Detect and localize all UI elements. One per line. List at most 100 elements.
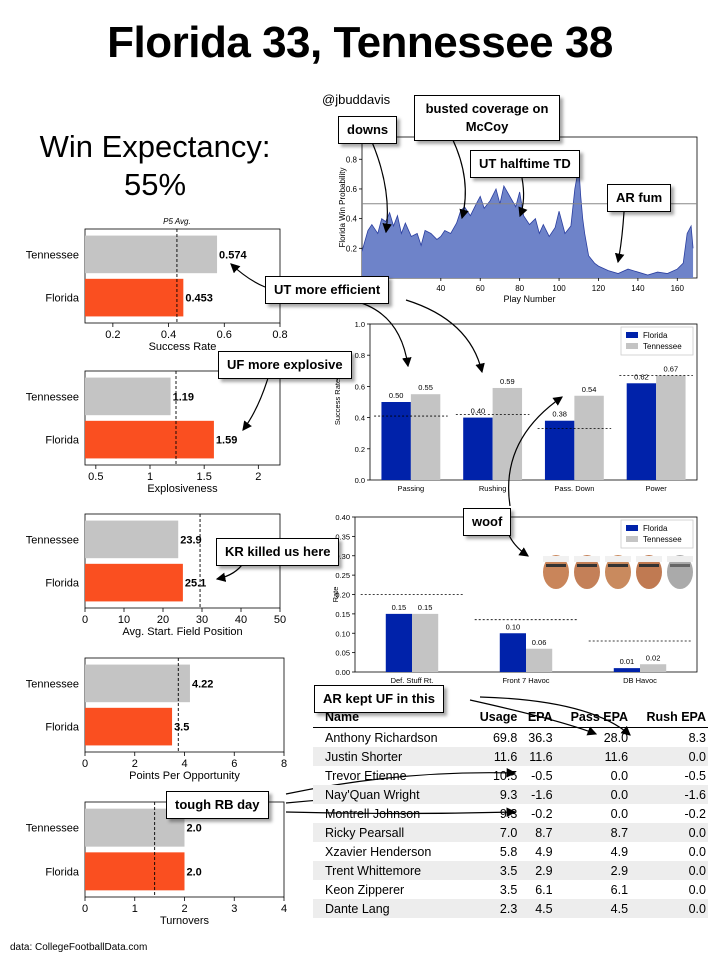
- table-cell: 36.3: [528, 730, 553, 745]
- annotation-tough-rb: tough RB day: [166, 791, 269, 819]
- success_rate-xlabel: Success Rate: [149, 341, 217, 353]
- table-cell: 3.5: [468, 861, 520, 880]
- havoc-category-label: Def. Stuff Rt.: [391, 676, 434, 685]
- table-header: Pass EPA: [554, 707, 631, 728]
- success_rate-tick-label: 0.2: [105, 329, 120, 341]
- turnovers-bar-florida: [85, 852, 185, 891]
- table-cell: 0.0: [610, 806, 629, 821]
- success_rate-category-tennessee: Tennessee: [26, 249, 79, 261]
- table-cell: 9.3: [499, 806, 518, 821]
- table-row: Montrell Johnson 9.3 -0.2 0.0 -0.2: [313, 804, 708, 823]
- turnovers-tick-label: 1: [132, 903, 138, 915]
- coach-faces-image: [540, 546, 700, 592]
- success_rate-tick-label: 0.8: [272, 329, 287, 341]
- havoc-ytick-label: 0.20: [335, 591, 350, 600]
- win-expectancy: Win Expectancy: 55%: [30, 128, 280, 204]
- havoc-ytick-label: 0.40: [335, 513, 350, 522]
- table-cell: 10.5: [492, 768, 518, 783]
- table-cell: 0.0: [688, 882, 706, 897]
- win-prob-ytick-label: 0.4: [346, 215, 358, 224]
- success_by_type-bar-florida-1: [463, 417, 493, 480]
- table-header: EPA: [519, 707, 555, 728]
- table-cell: Nay'Quan Wright: [313, 785, 469, 804]
- havoc-legend-label: Florida: [643, 524, 668, 533]
- turnovers-tick-label: 0: [82, 903, 88, 915]
- success_by_type-ytick-label: 0.8: [355, 351, 365, 360]
- table-cell: 5.8: [499, 844, 518, 859]
- field_position-value-tennessee: 23.9: [180, 534, 201, 546]
- table-cell: -0.2: [531, 806, 553, 821]
- table-cell: Montrell Johnson: [325, 806, 421, 821]
- success_by_type-bar-label: 0.55: [418, 383, 433, 392]
- havoc-category-label: Front 7 Havoc: [502, 676, 549, 685]
- table-cell: 8.7: [519, 823, 555, 842]
- table-cell: 4.5: [554, 899, 631, 918]
- havoc-ytick-label: 0.15: [335, 610, 350, 619]
- turnovers-value-florida: 2.0: [187, 866, 202, 878]
- arrow-busted: [451, 137, 469, 220]
- havoc-legend-label: Tennessee: [643, 535, 682, 544]
- table-header: Rush EPA: [630, 707, 708, 728]
- points_per_opp-tick-label: 0: [82, 758, 88, 770]
- points_per_opp-tick-label: 6: [231, 758, 237, 770]
- explosiveness-value-florida: 1.59: [216, 435, 237, 447]
- field_position-category-florida: Florida: [45, 578, 80, 590]
- table-cell: -0.2: [684, 806, 706, 821]
- havoc-ytick-label: 0.25: [335, 571, 350, 580]
- havoc-category-label: DB Havoc: [623, 676, 657, 685]
- field_position-bar-tennessee: [85, 520, 179, 559]
- success_by_type-ylabel: Success Rate: [333, 379, 342, 425]
- table-row: Anthony Richardson 69.8 36.3 28.0 8.3: [313, 728, 708, 748]
- win-prob-xtick-label: 160: [671, 284, 685, 293]
- success_rate-value-florida: 0.453: [185, 293, 213, 305]
- success_rate-bar-tennessee: [85, 235, 218, 274]
- success_by_type-category-label: Power: [645, 484, 667, 493]
- success_by_type-bar-label: 0.38: [552, 410, 567, 419]
- havoc-legend-swatch: [626, 536, 638, 542]
- arrow-ut-eff-3: [405, 299, 485, 374]
- win-prob-ytick-label: 0.6: [346, 185, 358, 194]
- turnovers-xlabel: Turnovers: [160, 915, 210, 927]
- turnovers-tick-label: 4: [281, 903, 287, 915]
- havoc-chart: 0.15 0.15 Def. Stuff Rt. 0.10 0.06 Front 7 Ha…: [331, 513, 698, 685]
- face-3: [605, 555, 631, 589]
- win-prob-ylabel: Florida Win Probability: [338, 167, 347, 247]
- havoc-bar-tennessee-2: [640, 664, 667, 672]
- table-cell: 11.6: [554, 747, 631, 766]
- points_per_opp-value-tennessee: 4.22: [192, 678, 213, 690]
- table-cell: 0.0: [688, 844, 706, 859]
- field_position-chart: Tennessee 23.9 Florida 25.1 0 10 20 30 40 50 Avg. …: [26, 513, 286, 638]
- table-cell: 4.9: [535, 844, 553, 859]
- table-cell: 0.0: [610, 768, 629, 783]
- success_rate-chart: Tennessee 0.574 Florida 0.453 0.2 0.4 0.6 0.8 Su…: [26, 217, 288, 353]
- havoc-bar-label: 0.01: [620, 657, 635, 666]
- arrow-downs: [371, 141, 392, 234]
- success_by_type-bar-label: 0.50: [389, 391, 404, 400]
- field_position-tick-label: 30: [196, 614, 208, 626]
- success_by_type-legend-label: Florida: [643, 331, 668, 340]
- success_by_type-legend-label: Tennessee: [643, 342, 682, 351]
- explosiveness-category-tennessee: Tennessee: [26, 391, 79, 403]
- arrow-woof-2: [508, 396, 563, 507]
- success_rate-bar-florida: [85, 278, 184, 317]
- havoc-legend: Florida Tennessee: [620, 519, 694, 549]
- table-row: Ricky Pearsall 7.0 8.7 8.7 0.0: [313, 823, 708, 842]
- table-cell: Dante Lang: [313, 899, 469, 918]
- annotation-halftime-td: UT halftime TD: [470, 150, 580, 178]
- table-cell: 0.0: [630, 747, 708, 766]
- table-cell: 4.9: [610, 844, 629, 859]
- success_by_type-chart: 0.50 0.55 Passing 0.40 0.59 Rushing 0.38 0.54 Pa…: [333, 320, 698, 493]
- annotation-woof: woof: [463, 508, 512, 536]
- success_by_type-bar-label: 0.40: [471, 407, 486, 416]
- face-2: [574, 555, 600, 589]
- table-cell: 6.1: [610, 882, 629, 897]
- havoc-bar-label: 0.15: [418, 603, 433, 612]
- havoc-bar-label: 0.02: [646, 653, 661, 662]
- annotation-ut-efficient: UT more efficient: [265, 276, 390, 304]
- success_by_type-legend: Florida Tennessee: [620, 326, 694, 356]
- table-cell: 11.6: [519, 747, 555, 766]
- havoc-legend-swatch: [626, 525, 638, 531]
- face-1: [543, 555, 569, 589]
- success_by_type-bar-tennessee-1: [492, 387, 523, 480]
- havoc-legend-box: [620, 519, 694, 549]
